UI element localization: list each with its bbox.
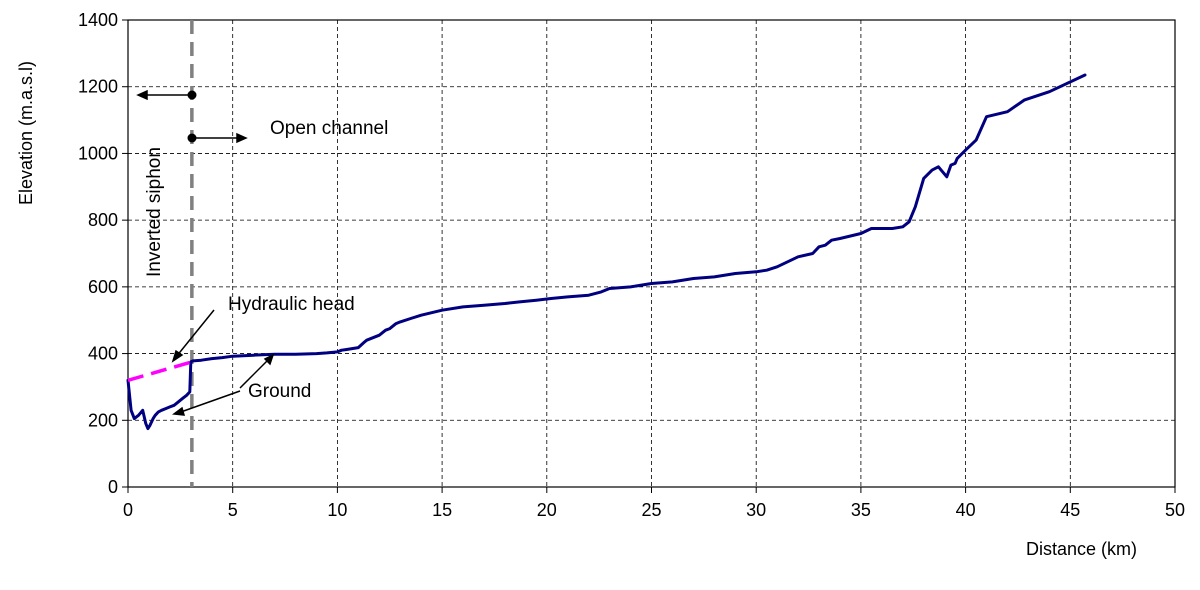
- annotation-ground: Ground: [248, 381, 311, 402]
- y-tick-label: 800: [88, 210, 118, 230]
- y-tick-label: 1000: [78, 143, 118, 163]
- x-tick-label: 5: [228, 500, 238, 520]
- y-tick-labels: 0 200 400 600 800 1000 1200 1400: [78, 10, 118, 497]
- y-tick-label: 400: [88, 344, 118, 364]
- x-tick-label: 10: [327, 500, 347, 520]
- channel-marker-dot: [187, 133, 197, 143]
- x-tick-label: 25: [641, 500, 661, 520]
- x-tick-label: 20: [537, 500, 557, 520]
- series-line-ground: [126, 73, 1087, 431]
- axis-ticks: [122, 19, 1176, 493]
- x-tick-label: 45: [1060, 500, 1080, 520]
- hydraulic-head-arrow: [175, 309, 215, 358]
- y-tick-label: 0: [108, 477, 118, 497]
- annotation-hydraulic-head: Hydraulic head: [228, 294, 355, 315]
- x-tick-label: 35: [851, 500, 871, 520]
- x-tick-label: 40: [956, 500, 976, 520]
- annotation-open-channel: Open channel: [270, 118, 388, 139]
- series-line-hydraulic-head: [127, 360, 193, 382]
- x-tick-label: 0: [123, 500, 133, 520]
- ground-arrowhead-upper: [263, 353, 275, 366]
- series-layer: [126, 73, 1087, 431]
- channel-arrowhead: [236, 132, 248, 144]
- siphon-arrowhead: [136, 89, 148, 101]
- ground-arrowhead-lower: [172, 406, 186, 416]
- y-tick-label: 600: [88, 277, 118, 297]
- annotation-inverted-siphon: Inverted siphon: [144, 147, 165, 277]
- ground-arrow-upper: [239, 357, 271, 389]
- hydraulic-head-arrowhead: [171, 349, 184, 363]
- x-tick-label: 15: [432, 500, 452, 520]
- y-tick-label: 1200: [78, 77, 118, 97]
- x-tick-label: 50: [1165, 500, 1185, 520]
- grid-lines: [128, 20, 1175, 487]
- ground-arrow-lower: [177, 390, 241, 414]
- siphon-marker-dot: [187, 90, 197, 100]
- x-tick-label: 30: [746, 500, 766, 520]
- x-tick-labels: 0 5 10 15 20 25 30 35 40 45 50: [123, 500, 1185, 520]
- y-tick-label: 1400: [78, 10, 118, 30]
- y-axis-title: Elevation (m.a.s.l): [16, 61, 36, 205]
- annotation-arrows: [136, 89, 275, 416]
- y-tick-label: 200: [88, 410, 118, 430]
- x-axis-title: Distance (km): [1026, 539, 1137, 559]
